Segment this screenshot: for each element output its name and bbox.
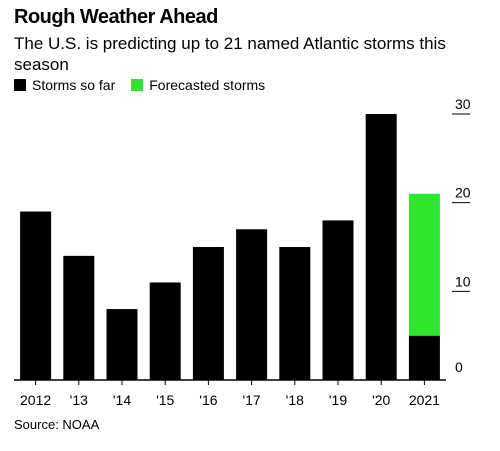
chart-subtitle: The U.S. is predicting up to 21 named At… (14, 34, 446, 74)
x-tick-label-9: 2021 (409, 392, 440, 408)
x-tick-label-3: '15 (156, 392, 174, 408)
bar-storms-so-far-7 (322, 220, 354, 380)
x-tick-label-5: '17 (242, 392, 260, 408)
x-tick-label-0: 2012 (20, 392, 51, 408)
legend-item-storms-so-far: Storms so far (14, 77, 115, 93)
bar-storms-so-far-5 (236, 229, 268, 380)
bar-storms-so-far-1 (63, 255, 95, 380)
bar-storms-so-far-3 (149, 282, 181, 380)
legend-label-storms-so-far: Storms so far (32, 77, 116, 93)
bar-storms-so-far-0 (20, 211, 52, 380)
source-note: Source: NOAA (14, 417, 100, 432)
legend: Storms so far Forecasted storms (14, 77, 281, 93)
x-tick-label-2: '14 (113, 392, 131, 408)
y-tick-label-1: 10 (455, 273, 471, 289)
legend-label-forecasted-storms: Forecasted storms (149, 77, 266, 93)
bar-storms-so-far-4 (192, 247, 224, 380)
x-tick-label-8: '20 (372, 392, 390, 408)
y-tick-label-0: 0 (455, 359, 463, 375)
chart-title: Rough Weather Ahead (14, 6, 218, 28)
bar-storms-so-far-2 (106, 309, 138, 380)
y-tick-label-2: 20 (455, 185, 471, 201)
bar-storms-so-far-9 (408, 335, 440, 380)
x-tick-label-1: '13 (70, 392, 88, 408)
legend-swatch-storms-so-far (14, 79, 26, 91)
x-tick-label-6: '18 (286, 392, 304, 408)
legend-swatch-forecasted-storms (131, 79, 144, 91)
y-tick-label-3: 30 (455, 96, 471, 112)
x-tick-label-4: '16 (199, 392, 217, 408)
legend-item-forecasted-storms: Forecasted storms (131, 77, 265, 93)
x-tick-label-7: '19 (329, 392, 347, 408)
bar-storms-so-far-6 (279, 247, 311, 380)
bar-forecasted-9 (408, 193, 440, 336)
bar-storms-so-far-8 (365, 114, 397, 380)
